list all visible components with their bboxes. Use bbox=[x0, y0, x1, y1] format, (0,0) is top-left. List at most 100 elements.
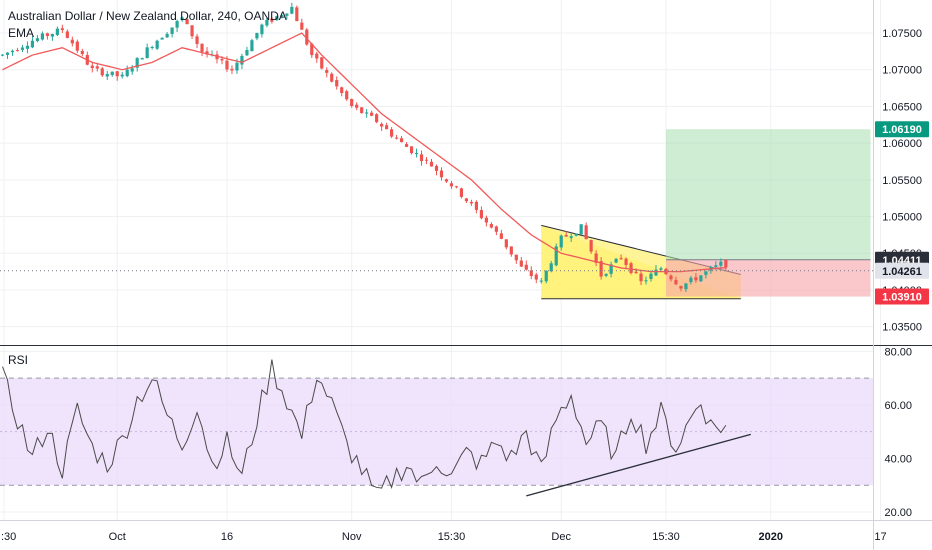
candle-body bbox=[404, 144, 409, 147]
candle-body bbox=[414, 153, 419, 155]
candle-body bbox=[150, 47, 154, 49]
candle-body bbox=[544, 270, 548, 282]
candle-body bbox=[340, 87, 344, 94]
candle-body bbox=[100, 68, 104, 76]
candle-body bbox=[35, 38, 40, 42]
candle-body bbox=[409, 146, 414, 154]
price-tag-bg bbox=[875, 121, 929, 138]
candle-body bbox=[394, 137, 399, 139]
candle-body bbox=[245, 49, 249, 56]
candle-body bbox=[639, 273, 643, 282]
indicator-lines bbox=[0, 32, 873, 273]
rsi-lines bbox=[2, 359, 751, 497]
candle-body bbox=[529, 270, 533, 277]
candle-body bbox=[300, 22, 304, 30]
price-tick-label: 1.05000 bbox=[882, 212, 922, 224]
candle-body bbox=[584, 225, 588, 240]
candle-body bbox=[609, 264, 613, 274]
candle-body bbox=[634, 271, 638, 273]
rsi-tick-label: 40.00 bbox=[884, 453, 912, 465]
candle-body bbox=[385, 125, 389, 130]
candle-body bbox=[419, 154, 424, 162]
candle-body bbox=[25, 45, 30, 49]
candle-body bbox=[175, 21, 179, 28]
price-tag-label: 1.03910 bbox=[882, 292, 922, 304]
candle-body bbox=[365, 112, 369, 114]
rsi-tick-label: 20.00 bbox=[884, 507, 912, 519]
candle-body bbox=[390, 129, 394, 137]
candle-body bbox=[315, 53, 319, 59]
candle-body bbox=[724, 259, 728, 268]
candle-body bbox=[235, 62, 239, 71]
candle-body bbox=[539, 280, 543, 282]
rsi-panel-label[interactable]: RSI bbox=[8, 353, 28, 367]
candle-body bbox=[5, 52, 10, 55]
candle-body bbox=[469, 201, 474, 204]
candle-body bbox=[280, 15, 284, 17]
candle-body bbox=[574, 233, 578, 236]
candle-body bbox=[559, 235, 563, 248]
candle-body bbox=[464, 198, 469, 202]
candle-body bbox=[684, 283, 688, 290]
candle-body bbox=[659, 268, 663, 270]
rsi-tick-label: 60.00 bbox=[884, 400, 912, 412]
candle-body bbox=[479, 210, 483, 219]
candle-body bbox=[40, 33, 44, 40]
candle-body bbox=[250, 40, 254, 52]
candle-body bbox=[170, 27, 174, 35]
time-tick-label: 2020 bbox=[758, 531, 782, 543]
candle-body bbox=[489, 224, 493, 228]
candle-body bbox=[509, 246, 513, 255]
candle-body bbox=[624, 258, 628, 265]
candle-body bbox=[534, 274, 538, 280]
candle-body bbox=[429, 161, 434, 167]
candle-body bbox=[140, 58, 144, 60]
candle-body bbox=[265, 19, 269, 26]
candle-body bbox=[225, 60, 229, 70]
candle-body bbox=[564, 235, 568, 237]
candle-body bbox=[484, 217, 488, 223]
candle-body bbox=[240, 55, 244, 65]
price-tag-bg bbox=[875, 262, 929, 279]
candle-body bbox=[579, 224, 583, 235]
price-tick-label: 1.05500 bbox=[882, 175, 922, 187]
ema-indicator-label[interactable]: EMA bbox=[8, 26, 34, 40]
price-axis[interactable]: 1.07500 1.07000 1.06500 1.06000 1.05500 1.050… bbox=[882, 28, 922, 334]
price-tick-label: 1.07500 bbox=[882, 28, 922, 40]
candle-body bbox=[185, 19, 189, 25]
candle-body bbox=[10, 50, 15, 53]
candle-body bbox=[345, 91, 349, 100]
candle-body bbox=[449, 183, 454, 187]
candle-body bbox=[355, 104, 359, 108]
candle-body bbox=[55, 28, 59, 36]
candle-body bbox=[75, 41, 79, 51]
candle-body bbox=[654, 269, 658, 276]
rsi-axis[interactable]: 80.00 60.00 40.00 20.00 bbox=[884, 346, 912, 519]
chart-title: Australian Dollar / New Zealand Dollar, … bbox=[8, 9, 287, 23]
candle-body bbox=[305, 29, 309, 45]
candle-body bbox=[205, 51, 209, 55]
candle-body bbox=[120, 74, 124, 77]
candle-body bbox=[270, 18, 274, 22]
candle-body bbox=[30, 40, 35, 48]
candle-body bbox=[45, 33, 49, 36]
price-tick-label: 1.06000 bbox=[882, 138, 922, 150]
candle-body bbox=[514, 254, 518, 261]
candle-body bbox=[589, 240, 593, 252]
candle-body bbox=[200, 43, 204, 52]
candle-body bbox=[15, 50, 20, 52]
candle-body bbox=[619, 258, 623, 260]
candle-body bbox=[604, 273, 608, 276]
candle-body bbox=[180, 17, 184, 21]
candle-body bbox=[719, 261, 723, 266]
candle-body bbox=[80, 50, 84, 55]
time-tick-label: Dec bbox=[551, 531, 571, 543]
candle-body bbox=[70, 39, 74, 44]
candle-body bbox=[325, 69, 329, 73]
candle-body bbox=[370, 112, 374, 116]
price-tag-label: 1.04261 bbox=[882, 266, 922, 278]
candle-body bbox=[90, 65, 94, 68]
candle-body bbox=[160, 37, 164, 40]
